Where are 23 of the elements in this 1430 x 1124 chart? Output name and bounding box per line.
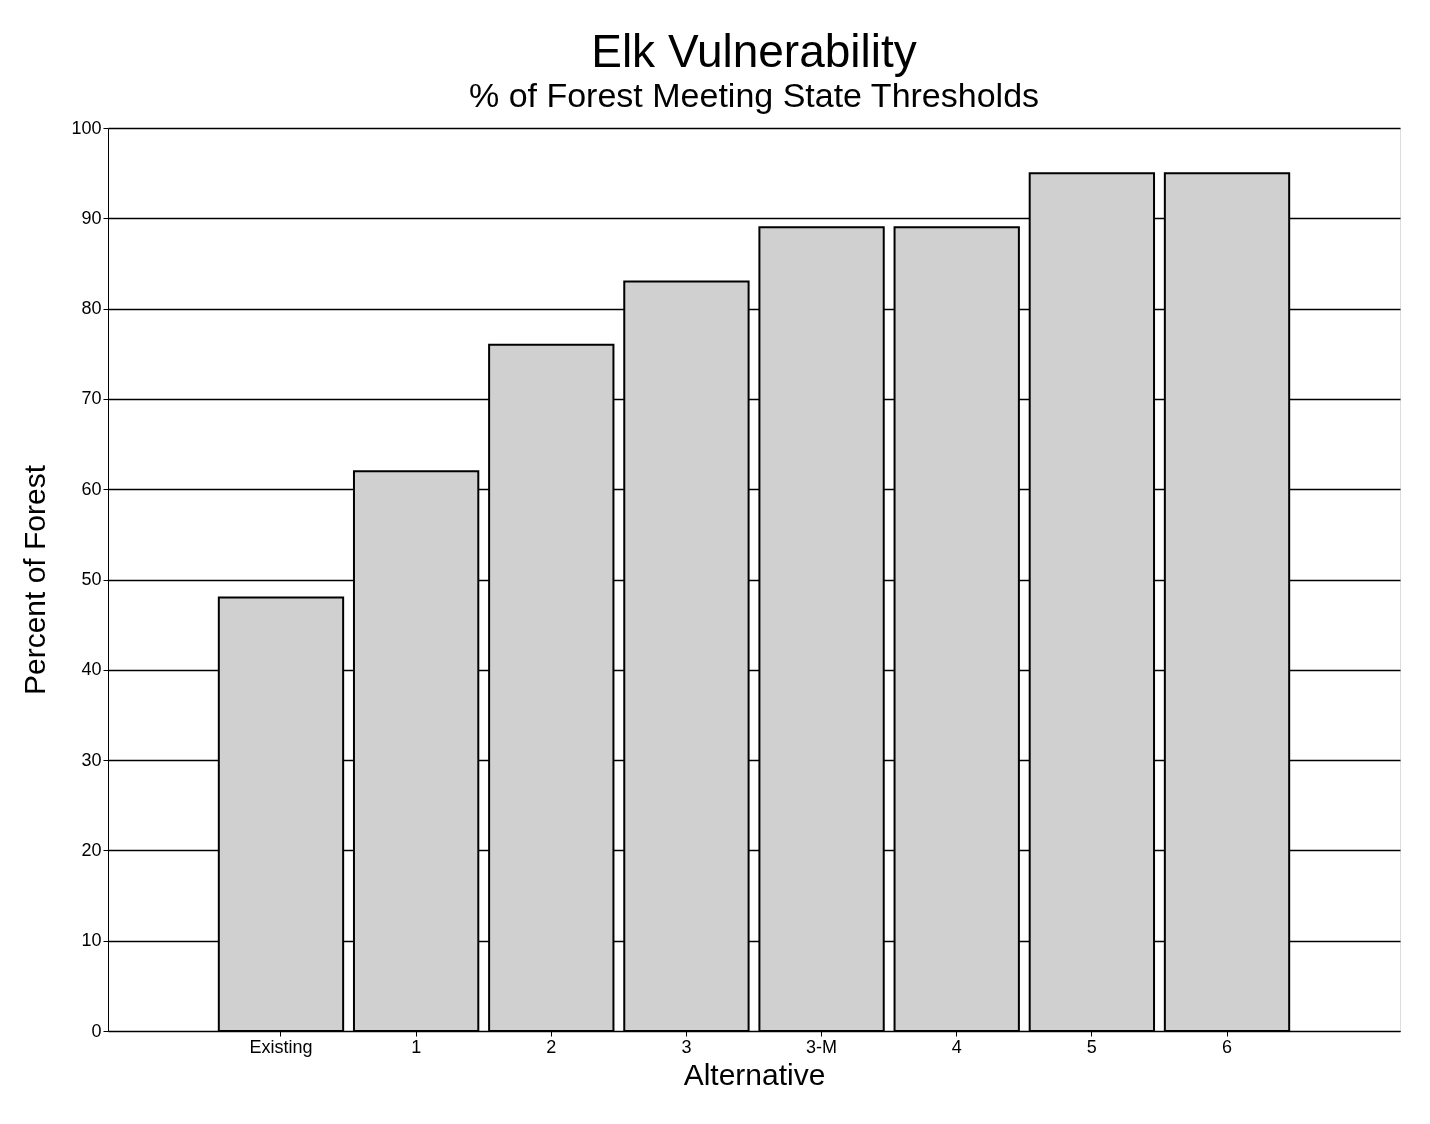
x-tick-label: 1 — [411, 1036, 422, 1057]
y-tick-label: 10 — [81, 930, 102, 951]
y-tick-label: 50 — [81, 569, 102, 589]
y-tick-label: 40 — [81, 659, 102, 680]
x-tick-label: 2 — [546, 1036, 557, 1057]
x-tick-label: 3-M — [806, 1036, 838, 1057]
x-tick-label: 3 — [681, 1036, 692, 1057]
x-tick-label: 5 — [1086, 1036, 1097, 1057]
y-tick-label: 100 — [71, 117, 102, 138]
y-axis-title: Percent of Forest — [18, 464, 52, 696]
chart-subtitle: % of Forest Meeting State Thresholds — [468, 76, 1040, 114]
y-tick-label: 90 — [81, 207, 102, 228]
y-tick-label: 30 — [81, 749, 102, 770]
x-tick-label: 4 — [951, 1036, 962, 1057]
y-tick-label: 60 — [81, 478, 102, 499]
x-axis-title: Alternative — [683, 1057, 826, 1091]
y-tick-label: 70 — [81, 388, 102, 409]
y-tick-label: 0 — [91, 1020, 102, 1041]
x-tick-label: 6 — [1222, 1036, 1233, 1057]
chart-title: Elk Vulnerability — [591, 25, 917, 77]
x-tick-label: Existing — [249, 1036, 313, 1057]
y-tick-label: 80 — [81, 298, 102, 319]
y-tick-label: 20 — [81, 839, 102, 860]
